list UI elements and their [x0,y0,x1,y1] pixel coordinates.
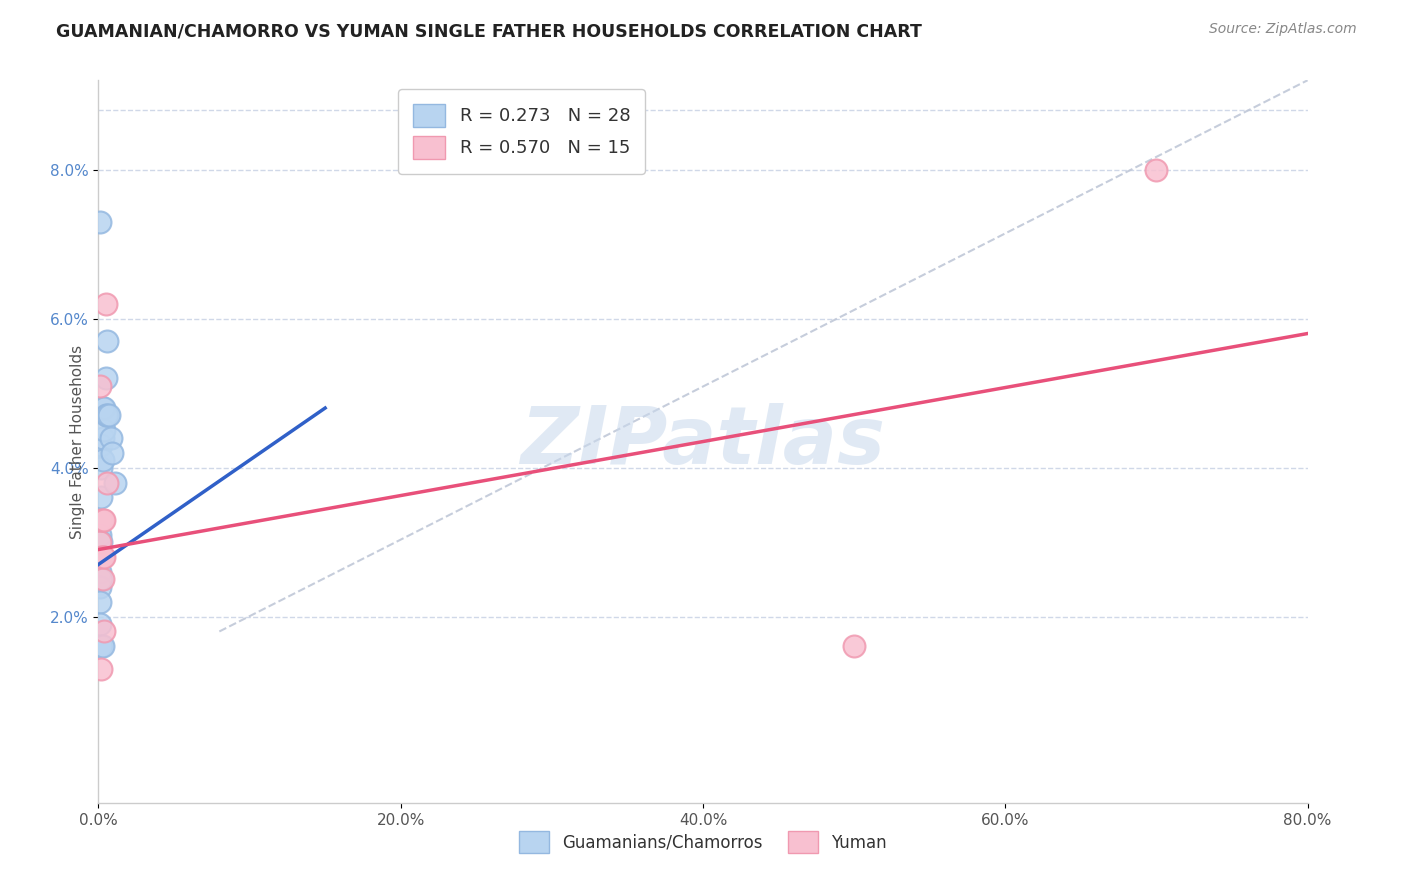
Point [96,334,118,348]
Point [101,446,124,460]
Point [94,409,117,423]
Point [90,640,112,654]
Point [94,371,117,385]
Point [90,491,112,505]
Point [89,617,111,632]
Point [90,549,112,564]
Point [89,535,111,549]
Point [90,572,112,586]
Point [93,423,115,437]
Legend: Guamanians/Chamorros, Yuman: Guamanians/Chamorros, Yuman [512,825,894,860]
Point [91,549,114,564]
Point [89,513,111,527]
Point [89,527,111,541]
Point [89,580,111,594]
Point [93,513,115,527]
Point [89,565,111,579]
Point [844,640,866,654]
Text: Source: ZipAtlas.com: Source: ZipAtlas.com [1209,22,1357,37]
Point [104,475,127,490]
Point [89,549,111,564]
Point [91,513,114,527]
Point [98,409,121,423]
Point [93,549,115,564]
Point [91,572,114,586]
Text: GUAMANIAN/CHAMORRO VS YUMAN SINGLE FATHER HOUSEHOLDS CORRELATION CHART: GUAMANIAN/CHAMORRO VS YUMAN SINGLE FATHE… [56,22,922,40]
Point [1144,162,1167,177]
Point [96,409,118,423]
Text: ZIPatlas: ZIPatlas [520,402,886,481]
Point [90,438,112,452]
Point [100,431,122,445]
Point [90,662,112,676]
Point [90,513,112,527]
Y-axis label: Single Father Households: Single Father Households [69,344,84,539]
Point [90,535,112,549]
Point [91,431,114,445]
Point [91,401,114,415]
Point [91,640,114,654]
Point [96,475,118,490]
Point [89,378,111,392]
Point [89,595,111,609]
Point [90,460,112,475]
Point [93,401,115,415]
Point [89,215,111,229]
Point [91,453,114,467]
Point [94,297,117,311]
Point [93,624,115,639]
